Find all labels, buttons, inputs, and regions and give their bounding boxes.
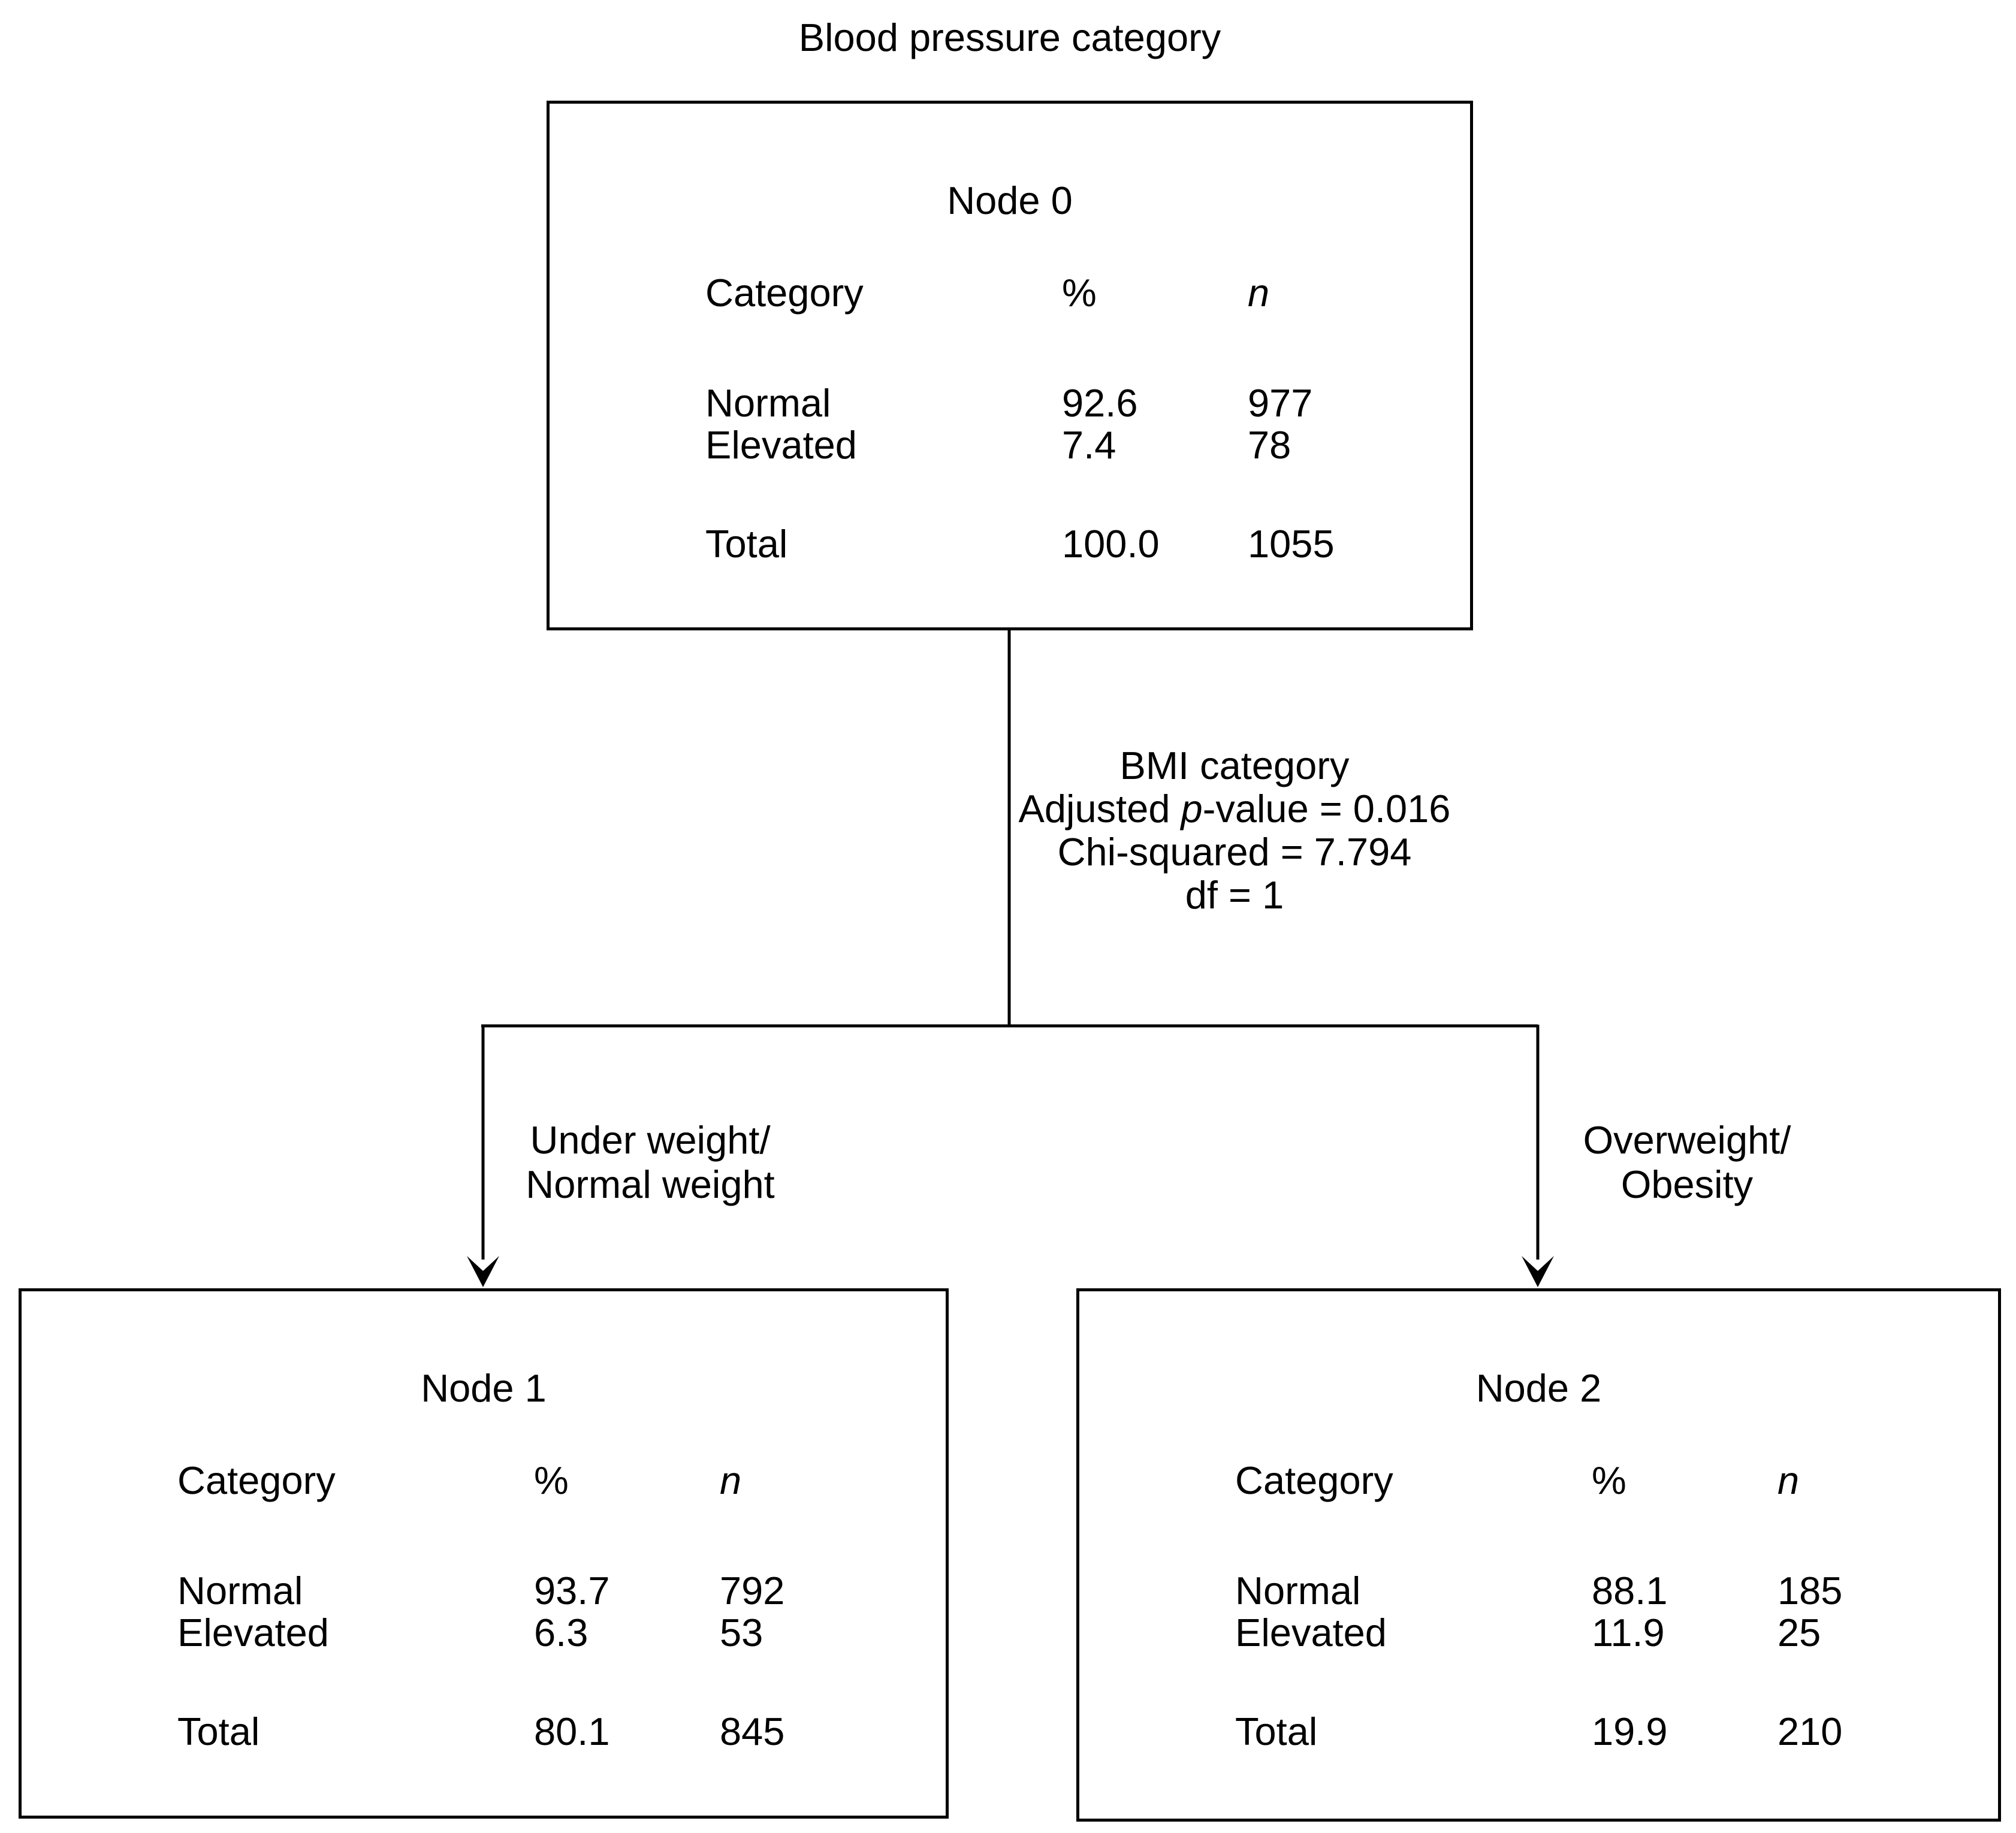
- split-p-value: Adjusted p-value = 0.016: [1013, 787, 1456, 831]
- split-df: df = 1: [1185, 873, 1284, 917]
- table-row: Elevated 6.3 53: [22, 1612, 946, 1654]
- cell-percent: 88.1: [1592, 1569, 1668, 1612]
- total-row: Total 100.0 1055: [550, 523, 1470, 565]
- cell-category: Normal: [705, 381, 831, 425]
- p-value-rest: -value = 0.016: [1202, 787, 1451, 831]
- cell-percent: 19.9: [1592, 1710, 1668, 1753]
- cell-percent: 6.3: [534, 1611, 588, 1654]
- column-header-percent: %: [1592, 1458, 1626, 1502]
- node-0-header-row: Category % n: [550, 272, 1470, 314]
- column-header-percent: %: [534, 1458, 569, 1502]
- node-0-box: Node 0 Category % n Normal 92.6 977 Elev…: [547, 101, 1473, 630]
- cell-category: Elevated: [1235, 1611, 1387, 1654]
- left-arrowhead-icon: [467, 1256, 499, 1287]
- right-arrowhead-icon: [1522, 1256, 1554, 1287]
- table-row: Normal 92.6 977: [550, 382, 1470, 424]
- table-row: Elevated 7.4 78: [550, 424, 1470, 466]
- cell-category: Total: [177, 1710, 260, 1753]
- left-branch-label: Under weight/ Normal weight: [470, 1118, 830, 1207]
- cell-category: Total: [1235, 1710, 1318, 1753]
- cell-n: 53: [720, 1611, 763, 1654]
- right-branch-label-line2: Obesity: [1620, 1162, 1754, 1206]
- table-row: Normal 93.7 792: [22, 1570, 946, 1612]
- cell-percent: 7.4: [1062, 423, 1116, 467]
- tree-title: Blood pressure category: [798, 16, 1221, 59]
- p-value-prefix: Adjusted: [1018, 787, 1181, 831]
- cell-n: 792: [720, 1569, 785, 1612]
- right-branch-label-line1: Overweight/: [1583, 1118, 1791, 1162]
- cell-category: Elevated: [705, 423, 857, 467]
- table-row: Normal 88.1 185: [1079, 1570, 1998, 1612]
- column-header-percent: %: [1062, 271, 1097, 315]
- column-header-category: Category: [705, 271, 864, 315]
- cell-n: 210: [1777, 1710, 1843, 1753]
- node-0-title: Node 0: [947, 179, 1073, 222]
- cell-percent: 11.9: [1592, 1611, 1665, 1654]
- node-1-box: Node 1 Category % n Normal 93.7 792 Elev…: [19, 1288, 949, 1819]
- left-branch-label-line1: Under weight/: [530, 1118, 771, 1162]
- node-2-box: Node 2 Category % n Normal 88.1 185 Elev…: [1076, 1288, 2001, 1822]
- right-branch-label: Overweight/ Obesity: [1507, 1118, 1867, 1207]
- column-header-n: n: [1777, 1458, 1800, 1502]
- cell-percent: 80.1: [534, 1710, 610, 1753]
- cell-n: 25: [1777, 1611, 1821, 1654]
- cell-percent: 92.6: [1062, 381, 1138, 425]
- left-branch-label-line2: Normal weight: [526, 1162, 775, 1206]
- total-row: Total 80.1 845: [22, 1711, 946, 1753]
- cell-category: Normal: [1235, 1569, 1361, 1612]
- table-row: Elevated 11.9 25: [1079, 1612, 1998, 1654]
- cell-n: 845: [720, 1710, 785, 1753]
- cell-percent: 100.0: [1062, 522, 1160, 566]
- cell-category: Normal: [177, 1569, 303, 1612]
- split-chi-squared: Chi-squared = 7.794: [1057, 830, 1412, 874]
- cell-percent: 93.7: [534, 1569, 610, 1612]
- split-variable: BMI category: [1119, 744, 1350, 787]
- column-header-category: Category: [1235, 1458, 1393, 1502]
- column-header-n: n: [720, 1458, 742, 1502]
- total-row: Total 19.9 210: [1079, 1711, 1998, 1753]
- split-statistics: BMI category Adjusted p-value = 0.016 Ch…: [1013, 744, 1456, 917]
- column-header-category: Category: [177, 1458, 336, 1502]
- cell-category: Elevated: [177, 1611, 329, 1654]
- p-symbol: p: [1181, 787, 1203, 831]
- cell-category: Total: [705, 522, 788, 566]
- cell-n: 78: [1248, 423, 1291, 467]
- node-1-title: Node 1: [421, 1366, 547, 1410]
- node-1-header-row: Category % n: [22, 1460, 946, 1502]
- cell-n: 185: [1777, 1569, 1843, 1612]
- node-2-header-row: Category % n: [1079, 1460, 1998, 1502]
- column-header-n: n: [1248, 271, 1270, 315]
- node-2-title: Node 2: [1475, 1366, 1602, 1410]
- cell-n: 1055: [1248, 522, 1335, 566]
- cell-n: 977: [1248, 381, 1313, 425]
